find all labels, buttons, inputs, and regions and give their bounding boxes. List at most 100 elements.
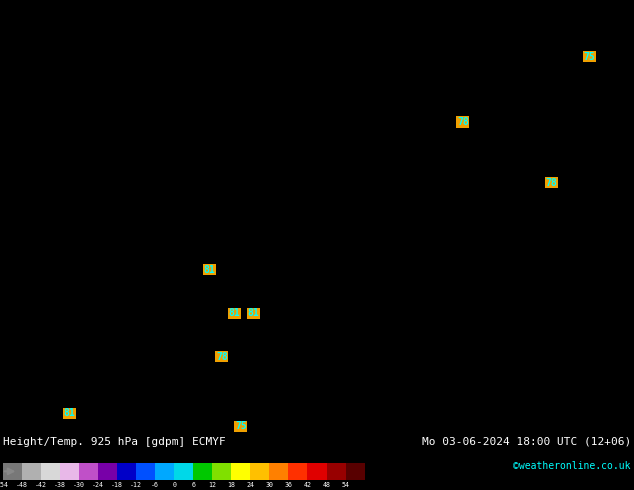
Text: 4: 4 (593, 314, 597, 320)
Text: 5: 5 (572, 296, 576, 302)
Text: 2: 2 (614, 381, 619, 387)
Text: 6: 6 (65, 181, 69, 187)
Text: 5: 5 (149, 194, 153, 199)
Text: 8: 8 (628, 151, 633, 157)
Text: 7: 7 (30, 85, 34, 91)
Text: 4: 4 (438, 272, 443, 278)
Text: 9: 9 (135, 387, 139, 393)
Text: 0: 0 (220, 0, 224, 6)
Text: 3: 3 (311, 223, 316, 230)
Text: 4: 4 (164, 175, 168, 181)
Text: 6: 6 (86, 163, 90, 169)
Text: 8: 8 (537, 151, 541, 157)
Text: 9: 9 (135, 368, 139, 375)
Text: 2: 2 (438, 417, 443, 423)
Text: 4: 4 (368, 223, 372, 230)
Text: 3: 3 (347, 405, 351, 411)
Text: 0: 0 (297, 60, 302, 67)
Text: 7: 7 (65, 284, 69, 290)
Text: 4: 4 (290, 357, 295, 363)
Text: 7: 7 (565, 223, 569, 230)
Text: 3: 3 (325, 278, 330, 284)
Text: 7: 7 (466, 199, 470, 205)
Text: 6: 6 (44, 248, 48, 254)
Text: 5: 5 (508, 284, 513, 290)
Text: 6: 6 (51, 91, 55, 97)
Text: 3: 3 (241, 194, 245, 199)
Text: 6: 6 (79, 85, 83, 91)
Text: 2: 2 (481, 339, 485, 344)
Text: 0: 0 (283, 0, 287, 6)
Text: 3: 3 (579, 332, 583, 339)
Text: 6: 6 (234, 368, 238, 375)
Text: 6: 6 (164, 284, 168, 290)
Text: 0: 0 (205, 6, 210, 12)
Text: 6: 6 (22, 194, 27, 199)
Text: 0: 0 (248, 42, 252, 49)
Text: 5: 5 (178, 218, 182, 223)
Text: 3: 3 (311, 339, 316, 344)
Text: 6: 6 (93, 194, 97, 199)
Text: 6: 6 (44, 54, 48, 60)
Text: 9: 9 (114, 344, 119, 350)
Text: 9: 9 (121, 375, 126, 381)
Text: 6: 6 (600, 60, 604, 67)
Text: 7: 7 (474, 205, 477, 212)
Text: 2: 2 (495, 363, 499, 368)
Text: 4: 4 (572, 314, 576, 320)
Text: 2: 2 (157, 42, 160, 49)
Text: 6: 6 (565, 49, 569, 54)
Text: 0: 0 (241, 0, 245, 6)
Text: 5: 5 (417, 175, 422, 181)
Text: 3: 3 (318, 375, 323, 381)
Text: 2: 2 (495, 381, 499, 387)
Text: 7: 7 (474, 199, 477, 205)
Text: 3: 3 (255, 248, 259, 254)
Text: 1: 1 (255, 103, 259, 109)
Text: 4: 4 (368, 236, 372, 242)
Text: 8: 8 (593, 212, 597, 218)
Text: 8: 8 (184, 381, 189, 387)
Text: 3: 3 (269, 272, 273, 278)
Text: 4: 4 (269, 284, 273, 290)
Text: 3: 3 (347, 302, 351, 308)
Text: 5: 5 (396, 175, 400, 181)
Text: 5: 5 (107, 139, 112, 145)
Text: 4: 4 (262, 290, 266, 296)
Text: 4: 4 (529, 308, 534, 314)
Text: 3: 3 (361, 411, 365, 417)
Text: 8: 8 (529, 169, 534, 175)
Text: 6: 6 (600, 49, 604, 54)
Text: 0: 0 (297, 12, 302, 18)
Text: 6: 6 (452, 103, 456, 109)
Text: 3: 3 (276, 284, 280, 290)
Text: 6: 6 (22, 284, 27, 290)
Text: 3: 3 (382, 24, 386, 30)
Text: 5: 5 (198, 254, 203, 260)
Text: 6: 6 (65, 151, 69, 157)
Text: 3: 3 (311, 326, 316, 332)
Text: 4: 4 (318, 417, 323, 423)
Text: 7: 7 (1, 85, 6, 91)
Text: 6: 6 (1, 248, 6, 254)
Text: 1: 1 (515, 417, 520, 423)
Text: 4: 4 (178, 175, 182, 181)
Text: 2: 2 (297, 181, 302, 187)
Text: 7: 7 (593, 223, 597, 230)
Text: 12: 12 (209, 482, 216, 489)
Text: 6: 6 (212, 320, 217, 326)
Text: 8: 8 (614, 181, 619, 187)
Text: 6: 6 (586, 73, 590, 78)
Text: 4: 4 (107, 54, 112, 60)
Text: 8: 8 (558, 169, 562, 175)
Text: 7: 7 (501, 181, 506, 187)
Text: 4: 4 (262, 320, 266, 326)
Text: 4: 4 (269, 314, 273, 320)
Text: 2: 2 (361, 60, 365, 67)
Text: 9: 9 (86, 417, 90, 423)
Text: 3: 3 (283, 254, 287, 260)
Text: 2: 2 (318, 163, 323, 169)
Text: 6: 6 (79, 97, 83, 103)
Text: 8: 8 (65, 320, 69, 326)
Text: 3: 3 (325, 363, 330, 368)
